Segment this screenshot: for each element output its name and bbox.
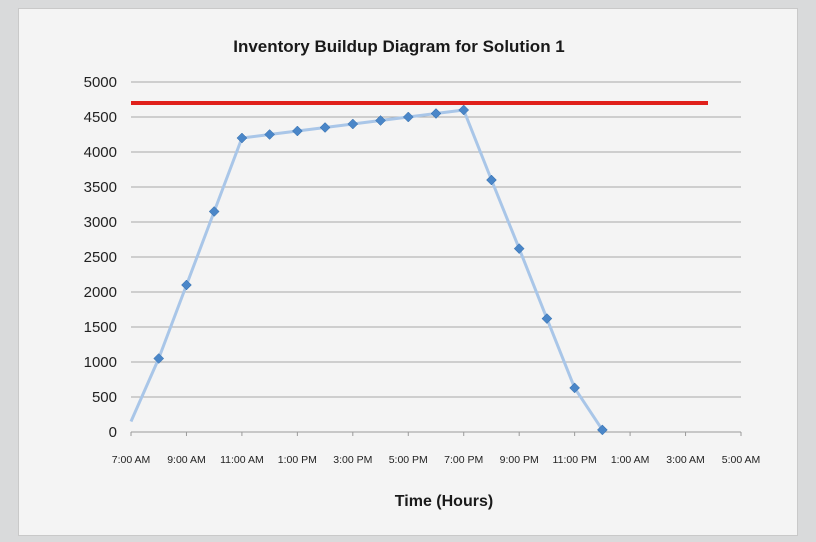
data-point — [264, 129, 275, 140]
y-tick-label: 0 — [109, 424, 117, 441]
data-point — [597, 424, 608, 436]
x-tick-label: 11:00 AM — [220, 454, 264, 466]
series-line — [129, 108, 604, 431]
data-point — [181, 279, 192, 291]
y-tick-label: 3500 — [84, 179, 117, 196]
data-point — [236, 132, 248, 144]
y-tick-label: 1000 — [84, 354, 117, 371]
data-point — [347, 118, 359, 130]
x-tick-label: 7:00 PM — [444, 454, 483, 466]
data-point — [430, 108, 442, 119]
data-point — [319, 122, 331, 133]
y-tick-label: 4000 — [84, 144, 117, 161]
y-tick-label: 2000 — [84, 284, 117, 301]
x-tick-label: 11:00 PM — [553, 454, 597, 466]
x-tick-label: 7:00 AM — [112, 454, 151, 466]
x-axis-label: Time (Hours) — [395, 493, 493, 510]
x-tick-label: 1:00 AM — [611, 454, 650, 466]
y-axis-ticks: 0 500 1000 1500 2000 2500 3000 3500 4000 4500 5000 — [84, 74, 117, 441]
x-tick-label: 5:00 AM — [722, 454, 761, 466]
x-axis-ticks: 7:00 AM 9:00 AM 11:00 AM 1:00 PM 3:00 PM 5:00… — [112, 432, 761, 466]
y-tick-label: 5000 — [84, 74, 117, 91]
data-point — [513, 243, 525, 254]
data-point — [541, 313, 553, 324]
x-tick-label: 9:00 PM — [500, 454, 539, 466]
data-point — [402, 111, 414, 123]
y-tick-label: 1500 — [84, 319, 117, 336]
x-tick-label: 3:00 AM — [666, 454, 705, 466]
x-tick-label: 3:00 PM — [333, 454, 372, 466]
chart-title: Inventory Buildup Diagram for Solution 1 — [233, 37, 565, 56]
data-point — [375, 115, 386, 126]
data-point — [153, 353, 165, 364]
chart-frame: Inventory Buildup Diagram for Solution 1… — [18, 8, 798, 536]
y-tick-label: 2500 — [84, 249, 117, 266]
x-tick-label: 9:00 AM — [167, 454, 206, 466]
y-tick-label: 4500 — [84, 109, 117, 126]
data-point — [569, 382, 580, 394]
x-tick-label: 1:00 PM — [278, 454, 317, 466]
inventory-chart: Inventory Buildup Diagram for Solution 1… — [84, 37, 761, 510]
x-tick-label: 5:00 PM — [389, 454, 428, 466]
data-point — [292, 125, 303, 137]
y-tick-label: 500 — [92, 389, 117, 406]
gridlines — [131, 81, 741, 433]
y-tick-label: 3000 — [84, 214, 117, 231]
series-layer — [129, 104, 608, 436]
data-point — [486, 174, 497, 186]
data-point — [458, 104, 470, 116]
data-point — [208, 206, 220, 217]
